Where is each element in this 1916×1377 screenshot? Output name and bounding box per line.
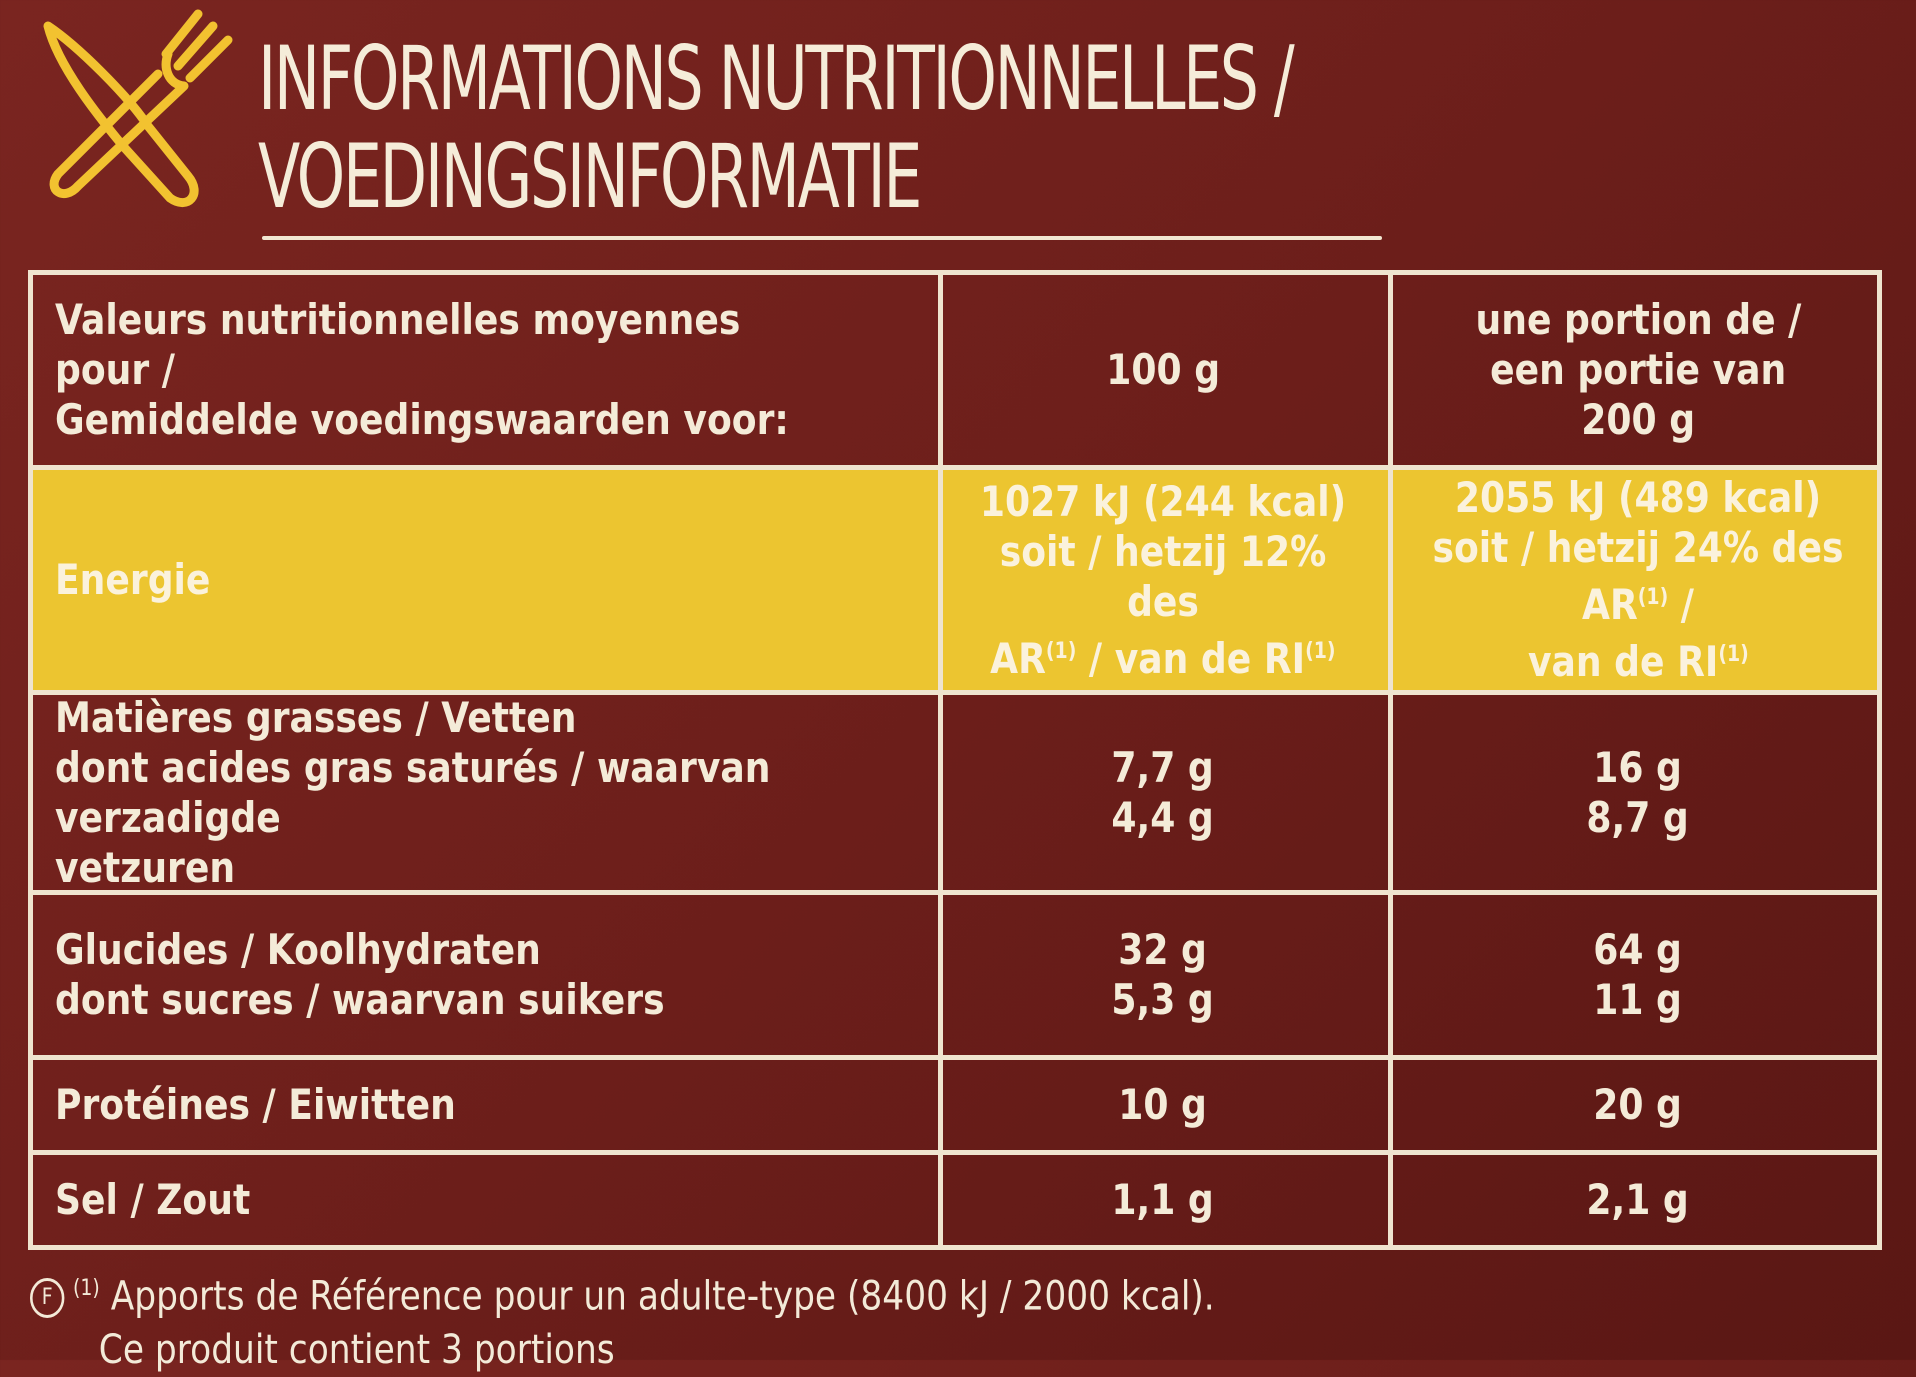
salt-value-100g: 1,1 g: [943, 1155, 1383, 1245]
carbs-portion: 64 g: [1593, 925, 1683, 974]
energy-portion-ar: soit / hetzij 24% des AR: [1432, 523, 1844, 629]
fat-100g: 7,7 g: [1111, 742, 1215, 792]
carbs-value-portion: 64 g 11 g: [1393, 895, 1883, 1055]
protein-label: Protéines / Eiwitten: [55, 1060, 935, 1150]
energy-value-100g: 1027 kJ (244 kcal) soit / hetzij 12% des…: [943, 470, 1383, 690]
fork-knife-icon: [18, 6, 238, 226]
nutrition-table: Valeurs nutritionnelles moyennes pour / …: [28, 270, 1882, 1250]
energy-value-portion: 2055 kJ (489 kcal) soit / hetzij 24% des…: [1393, 470, 1883, 690]
protein-100g: 10 g: [1118, 1080, 1208, 1129]
footnote-line1: F (1) Apports de Référence pour un adulte…: [30, 1262, 1215, 1323]
column-divider: [1388, 1155, 1393, 1245]
energy-100g-line3: AR(1) / van de RI(1): [990, 627, 1335, 684]
column-divider: [1388, 470, 1393, 690]
salt-portion: 2,1 g: [1586, 1175, 1690, 1224]
language-badge: F: [30, 1278, 65, 1319]
energy-portion-line1: 2055 kJ (489 kcal): [1454, 473, 1822, 522]
column-divider: [1388, 895, 1393, 1055]
energy-100g-ar: AR: [990, 633, 1047, 683]
fat-label-line2: dont acides gras saturés / waarvan verza…: [55, 742, 771, 842]
fat-label: Matières grasses / Vetten dont acides gr…: [55, 692, 935, 892]
sugars-100g: 5,3 g: [1111, 975, 1215, 1024]
footnote-text: Apports de Référence pour un adulte-type…: [110, 1273, 1215, 1320]
title-line1: INFORMATIONS NUTRITIONNELLES /: [258, 27, 1295, 130]
column-divider: [938, 470, 943, 690]
header-col-portion: une portion de / een portie van 200 g: [1393, 275, 1883, 465]
energy-100g-ri: / van de RI: [1076, 633, 1306, 683]
salt-label: Sel / Zout: [55, 1155, 935, 1245]
header-label: Valeurs nutritionnelles moyennes pour / …: [55, 275, 935, 465]
carbs-label-line2: dont sucres / waarvan suikers: [55, 975, 665, 1024]
table-row-salt: Sel / Zout 1,1 g 2,1 g: [33, 1155, 1877, 1245]
table-header-row: Valeurs nutritionnelles moyennes pour / …: [33, 275, 1877, 470]
column-divider: [938, 895, 943, 1055]
footnote-marker: (1): [1717, 642, 1749, 667]
energy-portion-ri: van de RI: [1527, 637, 1718, 686]
table-row-fat: Matières grasses / Vetten dont acides gr…: [33, 692, 1877, 895]
column-divider: [938, 1155, 943, 1245]
carbs-100g: 32 g: [1118, 925, 1208, 974]
table-row-energy: Energie 1027 kJ (244 kcal) soit / hetzij…: [33, 470, 1877, 695]
energy-portion-slash: /: [1668, 580, 1695, 629]
footnote-marker: (1): [1305, 638, 1336, 664]
footnote-marker: (1): [1046, 638, 1077, 664]
table-row-protein: Protéines / Eiwitten 10 g 20 g: [33, 1060, 1877, 1155]
protein-portion: 20 g: [1593, 1080, 1683, 1129]
salt-label-text: Sel / Zout: [55, 1175, 251, 1224]
energy-portion-line2: soit / hetzij 24% des AR(1) /: [1427, 523, 1848, 630]
carbs-label-line1: Glucides / Koolhydraten: [55, 925, 541, 974]
column-divider: [1388, 275, 1393, 465]
energy-label: Energie: [55, 470, 935, 690]
title-divider: [262, 236, 1382, 240]
footnote-marker: (1): [1637, 585, 1669, 610]
header-col2-line1: une portion de /: [1475, 295, 1801, 344]
fat-value-100g: 7,7 g 4,4 g: [943, 695, 1383, 890]
fat-value-portion: 16 g 8,7 g: [1393, 695, 1883, 890]
title-line2: VOEDINGSINFORMATIE: [258, 125, 922, 228]
footnote-marker: (1): [73, 1276, 100, 1301]
header-label-line1: Valeurs nutritionnelles moyennes pour /: [55, 295, 741, 394]
column-divider: [1388, 1060, 1393, 1150]
header-col2-line3: 200 g: [1581, 395, 1695, 444]
page-title: INFORMATIONS NUTRITIONNELLES / VOEDINGSI…: [258, 27, 1295, 228]
saturated-portion: 8,7 g: [1586, 792, 1690, 842]
salt-value-portion: 2,1 g: [1393, 1155, 1883, 1245]
footnote-line2: Ce produit contient 3 portions: [98, 1327, 615, 1374]
column-divider: [938, 1060, 943, 1150]
carbs-value-100g: 32 g 5,3 g: [943, 895, 1383, 1055]
protein-value-portion: 20 g: [1393, 1060, 1883, 1150]
fat-label-line3: vetzuren: [55, 842, 236, 892]
protein-label-text: Protéines / Eiwitten: [55, 1080, 456, 1129]
salt-100g: 1,1 g: [1111, 1175, 1215, 1224]
header-col1: 100 g: [1106, 345, 1220, 394]
table-row-carbs: Glucides / Koolhydraten dont sucres / wa…: [33, 895, 1877, 1060]
sugars-portion: 11 g: [1593, 975, 1683, 1024]
saturated-100g: 4,4 g: [1111, 792, 1215, 842]
fat-label-line1: Matières grasses / Vetten: [55, 692, 577, 742]
carbs-label: Glucides / Koolhydraten dont sucres / wa…: [55, 895, 935, 1055]
protein-value-100g: 10 g: [943, 1060, 1383, 1150]
energy-100g-line1: 1027 kJ (244 kcal): [979, 476, 1347, 526]
column-divider: [938, 275, 943, 465]
header-col-100g: 100 g: [943, 275, 1383, 465]
fat-portion: 16 g: [1593, 742, 1683, 792]
energy-100g-line2: soit / hetzij 12% des: [999, 526, 1327, 626]
energy-portion-line3: van de RI(1): [1528, 630, 1749, 687]
column-divider: [938, 695, 943, 890]
column-divider: [1388, 695, 1393, 890]
energy-label-text: Energie: [55, 555, 211, 604]
header-label-line2: Gemiddelde voedingswaarden voor:: [55, 395, 789, 444]
header-col2-line2: een portie van: [1489, 345, 1787, 394]
